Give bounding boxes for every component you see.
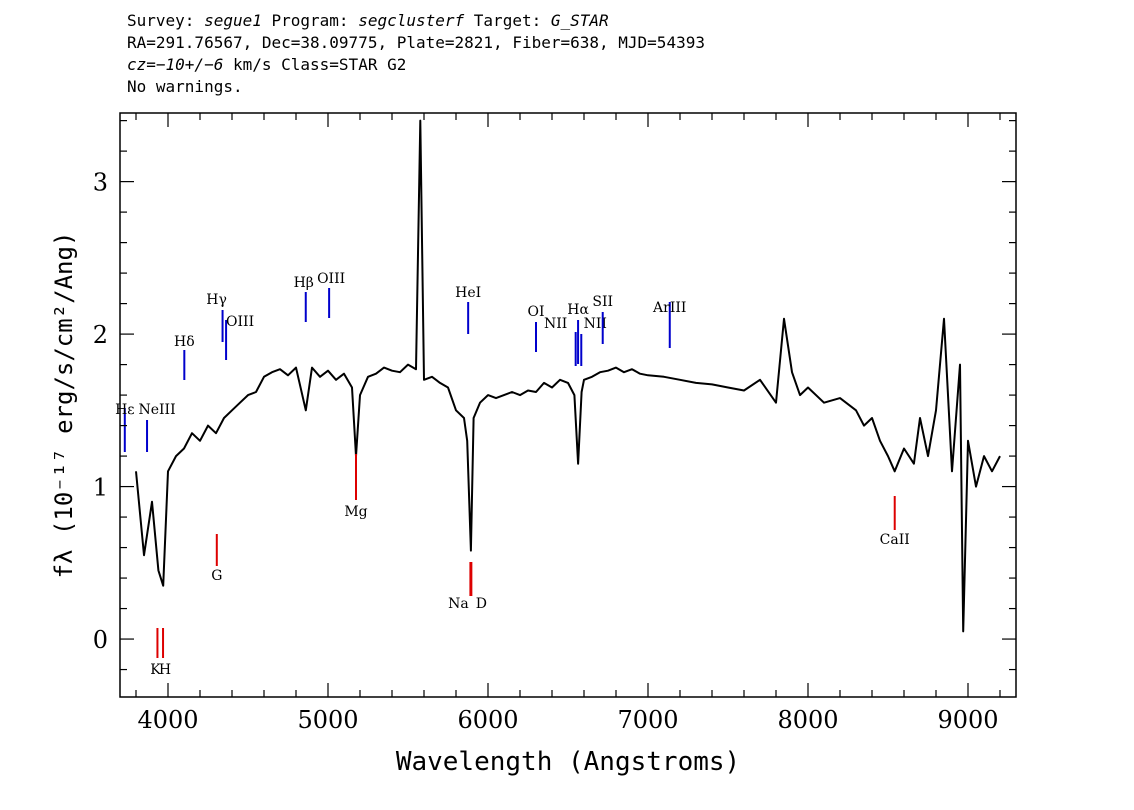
line-label-mg: Mg [344, 504, 367, 520]
y-tick-label: 1 [93, 474, 108, 502]
line-label-oi: OI [527, 304, 544, 320]
line-label-h: Hδ [174, 334, 195, 350]
line-label-nii: NII [584, 316, 607, 332]
line-label-nii: NII [544, 316, 567, 332]
y-tick-label: 0 [93, 626, 108, 654]
y-tick-label: 3 [93, 169, 108, 197]
redshift-line: cz=−10+/−6 km/s Class=STAR G2 [127, 55, 407, 74]
survey-name: segue1 [204, 11, 262, 30]
line-label-h: Hα [567, 302, 589, 318]
line-label-d: D [476, 596, 487, 612]
program-name: segclusterf [358, 11, 465, 30]
line-label-ariii: ArIII [652, 300, 686, 316]
warnings-line: No warnings. [127, 77, 243, 96]
line-label-caii: CaII [880, 532, 910, 548]
y-axis-label: fλ (10⁻¹⁷ erg/s/cm²/Ang) [50, 232, 78, 579]
y-tick-label: 2 [93, 321, 108, 349]
plot-frame [119, 112, 1017, 698]
line-label-h: Hβ [294, 275, 314, 291]
x-tick-label: 5000 [297, 706, 358, 734]
axis-ticks: 4000 5000 6000 7000 8000 9000 0 1 2 3 [93, 113, 1016, 734]
line-label-h: Hε [115, 402, 134, 418]
x-tick-label: 9000 [937, 706, 998, 734]
x-tick-label: 6000 [457, 706, 518, 734]
line-label-na: Na [448, 596, 469, 612]
spectrum-series-line [135, 119, 1001, 633]
series-layer [135, 119, 1001, 633]
x-tick-label: 4000 [137, 706, 198, 734]
coordinates-line: RA=291.76567, Dec=38.09775, Plate=2821, … [127, 33, 705, 52]
line-label-g: G [211, 568, 222, 584]
line-label-oiii: OIII [317, 271, 345, 287]
x-tick-label: 8000 [777, 706, 838, 734]
x-tick-label: 7000 [617, 706, 678, 734]
line-label-k: K [150, 662, 161, 678]
line-label-h: H [159, 662, 171, 678]
spectrum-header: Survey: segue1 Program: segclusterf Targ… [127, 10, 705, 98]
line-label-sii: SII [592, 294, 613, 310]
line-label-oiii: OIII [226, 314, 254, 330]
target-name: G_STAR [550, 11, 609, 30]
survey-line: Survey: segue1 Program: segclusterf Targ… [127, 11, 609, 30]
x-axis-label: Wavelength (Angstroms) [396, 747, 740, 777]
line-label-hei: HeI [455, 285, 481, 301]
cz-value: cz=−10+/−6 [127, 55, 224, 74]
line-label-neiii: NeIII [138, 402, 175, 418]
line-label-h: Hγ [206, 292, 227, 308]
